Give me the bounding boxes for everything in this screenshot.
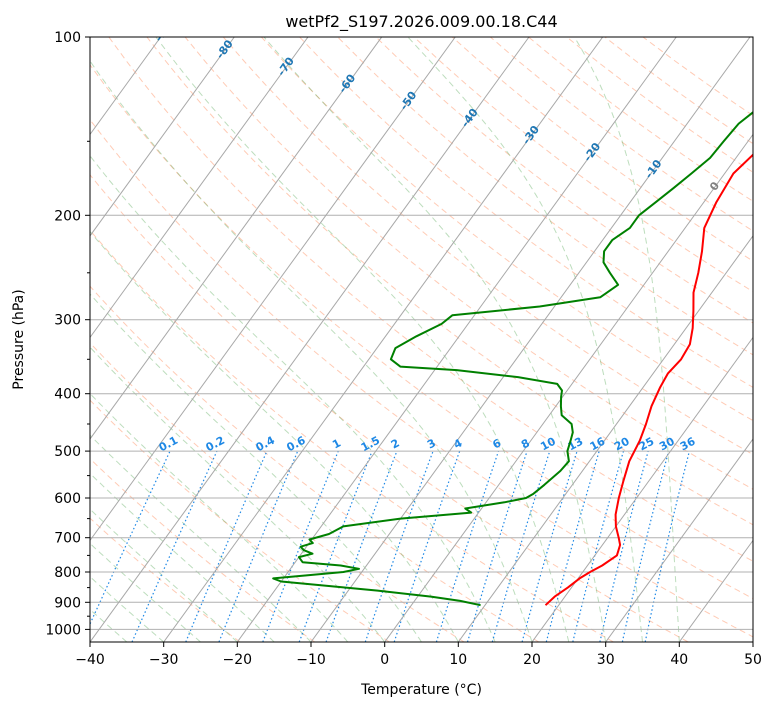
mixing-ratio-line	[185, 450, 268, 642]
mixing-ratio-line	[599, 450, 649, 642]
isotherm-line	[90, 37, 456, 542]
isotherms	[90, 37, 753, 642]
x-axis-title: Temperature (°C)	[360, 682, 482, 698]
moist-adiabat-line	[90, 542, 201, 642]
x-tick-label: 40	[670, 652, 688, 668]
mixing-ratio-line	[218, 450, 299, 642]
dry-adiabats	[90, 37, 753, 642]
isotherm-line	[457, 235, 753, 642]
y-tick-label: 200	[54, 208, 81, 224]
moist-adiabat-line	[90, 155, 496, 642]
isotherm-line	[384, 133, 753, 642]
isotherm-line	[163, 37, 604, 642]
y-tick-label: 800	[54, 565, 81, 581]
mixing-ratio-line	[644, 450, 690, 642]
isotherm-line	[90, 37, 309, 339]
mixing-ratio-line	[435, 450, 500, 642]
y-tick-label: 100	[54, 30, 81, 46]
y-tick-label: 1000	[45, 622, 81, 638]
mixing-ratio-line	[545, 450, 600, 642]
dry-adiabat-line	[222, 37, 753, 456]
dry-adiabat-line	[90, 285, 540, 642]
dry-adiabat-line	[90, 229, 614, 642]
mixing-ratio-label: 30	[657, 435, 677, 454]
isotherm-line	[310, 37, 751, 642]
mixing-ratio-line	[621, 450, 670, 642]
moist-adiabat-line	[155, 37, 570, 642]
x-axis: −40 −30 −20 −10 0 10 20 30 40 50	[75, 642, 762, 668]
x-tick-label: 30	[597, 652, 615, 668]
x-tick-label: 50	[744, 652, 762, 668]
x-tick-label: −20	[223, 652, 253, 668]
isotherm-line	[90, 37, 383, 440]
y-tick-label: 700	[54, 531, 81, 547]
mixing-ratio-line	[466, 450, 528, 642]
moist-adiabat-line	[90, 472, 275, 642]
mixing-ratio-line	[298, 450, 373, 642]
dry-adiabat-line	[146, 37, 753, 526]
x-tick-label: 10	[449, 652, 467, 668]
mixing-ratio-line	[262, 450, 339, 642]
moist-adiabat-line	[90, 346, 386, 642]
mixing-ratio-label: 10	[538, 435, 558, 454]
y-axis-title: Pressure (hPa)	[11, 289, 27, 389]
dry-adiabat-line	[375, 37, 753, 324]
moist-adiabat-line	[90, 392, 349, 642]
mixing-ratio-label: 25	[637, 435, 657, 454]
moist-adiabat-line	[263, 37, 607, 642]
mixing-ratio-line	[364, 450, 434, 642]
dry-adiabat-line	[90, 118, 753, 638]
x-tick-label: 20	[523, 652, 541, 668]
y-tick-label: 900	[54, 595, 81, 611]
x-tick-label: 0	[380, 652, 389, 668]
moist-adiabat-line	[90, 508, 238, 642]
dry-adiabat-line	[90, 399, 390, 642]
moist-adiabat-line	[573, 37, 680, 642]
plot-frame	[89, 36, 754, 643]
x-tick-label: −10	[296, 652, 326, 668]
moist-adiabat-line	[90, 576, 165, 642]
mixing-ratio-line	[572, 450, 625, 642]
pressure-gridlines	[90, 37, 753, 630]
moist-adiabat-line	[407, 37, 643, 642]
dewpoint-trace	[272, 111, 753, 607]
y-tick-label: 400	[54, 387, 81, 403]
plot-background	[90, 37, 753, 642]
moist-adiabat-line	[90, 293, 422, 642]
mixing-ratio-line	[325, 450, 398, 642]
isotherm-line	[531, 336, 753, 642]
x-tick-label: −30	[149, 652, 179, 668]
temperature-trace	[544, 153, 753, 606]
isotherm-line	[605, 438, 753, 642]
y-tick-label: 600	[54, 491, 81, 507]
isotherm-line	[90, 37, 530, 642]
dry-adiabat-line	[108, 37, 753, 562]
dry-adiabat-line	[90, 63, 753, 600]
sounding-traces	[272, 111, 753, 607]
isotherm-line	[90, 37, 235, 237]
dry-adiabat-line	[413, 37, 753, 293]
mixing-ratio-label: 16	[588, 435, 608, 454]
mixing-ratio-label: 20	[612, 435, 632, 454]
dry-adiabat-line	[90, 174, 689, 642]
mixing-ratio-line	[521, 450, 578, 642]
y-tick-label: 500	[54, 444, 81, 460]
y-axis: 100 200 300 400 500 600 700 800 900 1000	[45, 30, 90, 638]
y-tick-label: 300	[54, 313, 81, 329]
plot-area: -100-90-80-70-60-50-40-30-20-10010203040…	[90, 20, 753, 642]
dry-adiabat-line	[184, 37, 753, 490]
dry-adiabat-line	[337, 37, 753, 356]
mixing-ratio-label: 36	[678, 435, 698, 454]
x-tick-label: −40	[75, 652, 105, 668]
moist-adiabat-line	[90, 230, 459, 642]
isotherm-line	[678, 539, 753, 642]
dry-adiabat-line	[90, 458, 315, 642]
chart-title: wetPf2_S197.2026.009.00.18.C44	[285, 12, 557, 32]
isotherm-label: -90	[152, 20, 174, 44]
moist-adiabat-line	[90, 60, 533, 642]
